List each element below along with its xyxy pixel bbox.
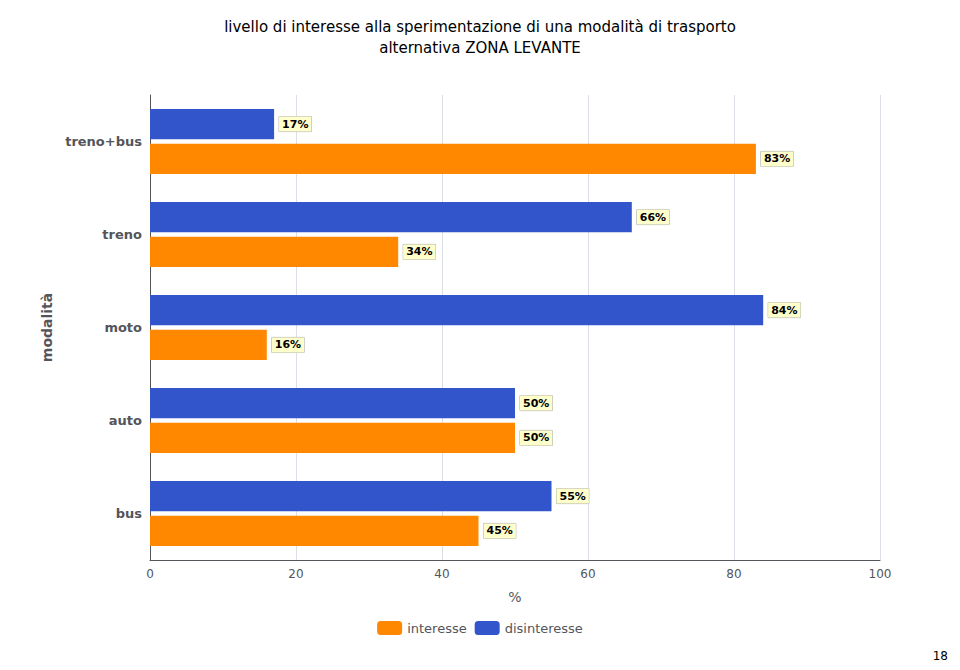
svg-text:moto: moto (104, 320, 142, 335)
svg-text:bus: bus (116, 506, 143, 521)
svg-text:interesse: interesse (407, 621, 467, 636)
svg-text:84%: 84% (771, 304, 797, 317)
svg-text:auto: auto (109, 413, 142, 428)
svg-text:18: 18 (933, 649, 948, 663)
svg-text:83%: 83% (764, 152, 790, 165)
svg-text:alternativa ZONA LEVANTE: alternativa ZONA LEVANTE (379, 39, 581, 57)
svg-text:80: 80 (726, 567, 741, 581)
svg-text:0: 0 (146, 567, 154, 581)
svg-text:34%: 34% (406, 245, 432, 258)
svg-text:66%: 66% (640, 211, 666, 224)
svg-text:60: 60 (580, 567, 595, 581)
svg-text:treno: treno (102, 227, 142, 242)
svg-text:40: 40 (434, 567, 449, 581)
svg-text:50%: 50% (523, 397, 549, 410)
svg-text:disinteresse: disinteresse (505, 621, 583, 636)
svg-text:17%: 17% (282, 118, 308, 131)
svg-text:100: 100 (869, 567, 892, 581)
svg-text:modalità: modalità (39, 293, 55, 362)
svg-text:treno+bus: treno+bus (65, 134, 142, 149)
svg-text:45%: 45% (487, 524, 513, 537)
svg-text:16%: 16% (275, 338, 301, 351)
svg-text:%: % (508, 589, 521, 605)
svg-text:50%: 50% (523, 431, 549, 444)
svg-text:20: 20 (288, 567, 303, 581)
svg-text:55%: 55% (560, 490, 586, 503)
svg-text:livello di interesse alla sper: livello di interesse alla sperimentazion… (224, 18, 736, 36)
